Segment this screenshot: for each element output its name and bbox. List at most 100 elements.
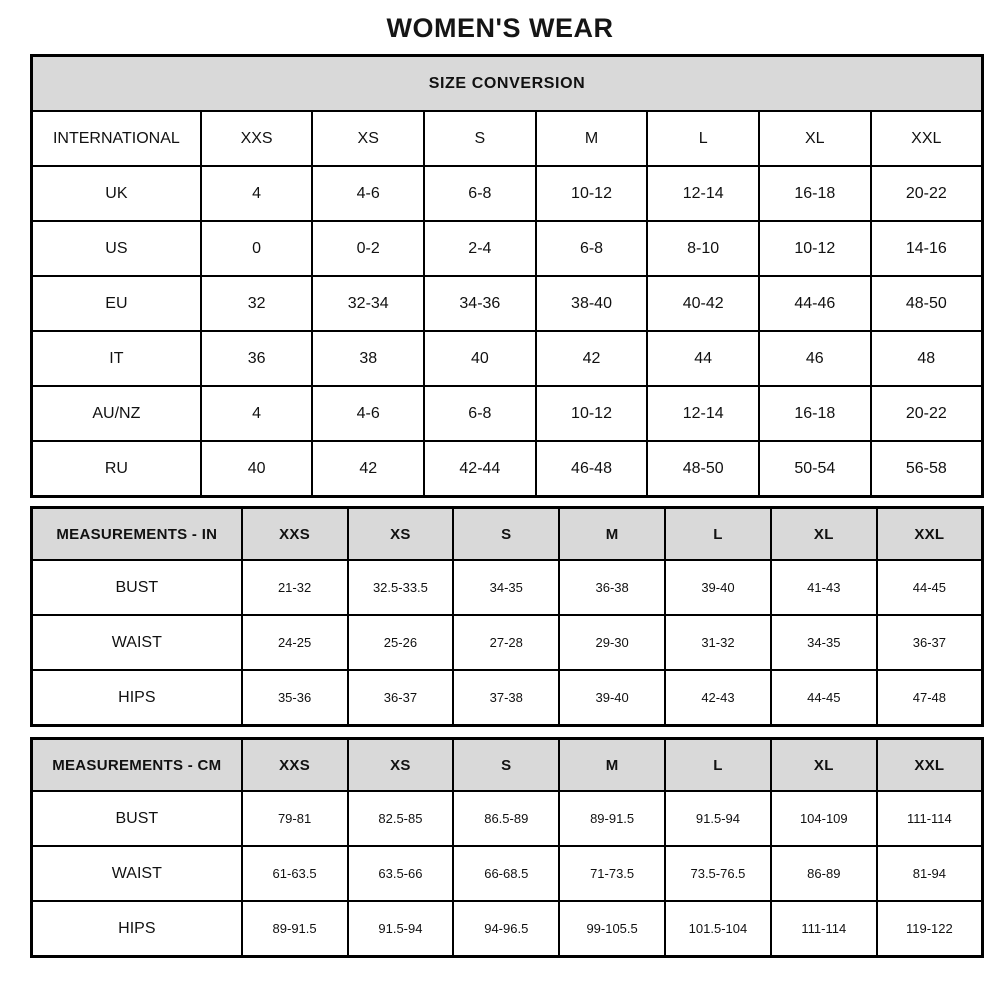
row-label: BUST	[30, 790, 243, 847]
value-cell: 44-45	[769, 669, 878, 727]
table-caption-row: SIZE CONVERSION	[30, 54, 984, 112]
size-column-header: L	[664, 737, 772, 792]
value-cell: 50-54	[757, 440, 872, 498]
page-title: WOMEN'S WEAR	[386, 13, 614, 43]
value-cell: 34-35	[452, 559, 561, 616]
table-row: HIPS 89-91.5 91.5-94 94-96.5 99-105.5 101.5-1…	[30, 900, 984, 958]
table-row: BUST 79-81 82.5-85 86.5-89 89-91.5 91.5-94 104…	[30, 790, 984, 847]
value-cell: 35-36	[240, 669, 349, 727]
header-label: MEASUREMENTS - IN	[30, 506, 243, 561]
value-cell: 89-91.5	[558, 790, 667, 847]
measurements-in-table: MEASUREMENTS - IN XXS XS S M L XL XXL BUST 21-32 3…	[30, 506, 984, 727]
value-cell: 104-109	[769, 790, 878, 847]
value-cell: 81-94	[875, 845, 984, 902]
header-label: MEASUREMENTS - CM	[30, 737, 243, 792]
value-cell: 119-122	[875, 900, 984, 958]
value-cell: 48-50	[869, 275, 984, 332]
value-cell: 4-6	[311, 165, 426, 222]
table-row: HIPS 35-36 36-37 37-38 39-40 42-43 44-45 47-48	[30, 669, 984, 727]
value-cell: 82.5-85	[346, 790, 455, 847]
value-cell: 32	[199, 275, 314, 332]
value-cell: 6-8	[423, 165, 537, 222]
row-label: IT	[30, 330, 202, 387]
value-cell: 4-6	[311, 385, 426, 442]
size-column-header: XS	[346, 506, 455, 561]
size-column-header: S	[423, 110, 537, 167]
value-cell: 6-8	[423, 385, 537, 442]
value-cell: 111-114	[769, 900, 878, 958]
row-label: EU	[30, 275, 202, 332]
table-row: IT 36 38 40 42 44 46 48	[30, 330, 984, 387]
value-cell: 25-26	[346, 614, 455, 671]
table-row: AU/NZ 4 4-6 6-8 10-12 12-14 16-18 20-22	[30, 385, 984, 442]
row-label: HIPS	[30, 900, 243, 958]
size-column-header: XL	[769, 506, 878, 561]
table-row: US 0 0-2 2-4 6-8 8-10 10-12 14-16	[30, 220, 984, 277]
value-cell: 63.5-66	[346, 845, 455, 902]
value-cell: 16-18	[757, 165, 872, 222]
row-label: AU/NZ	[30, 385, 202, 442]
value-cell: 34-36	[423, 275, 537, 332]
value-cell: 79-81	[240, 790, 349, 847]
value-cell: 41-43	[769, 559, 878, 616]
size-column-header: XXS	[240, 737, 349, 792]
value-cell: 38	[311, 330, 426, 387]
value-cell: 40-42	[646, 275, 760, 332]
value-cell: 71-73.5	[558, 845, 667, 902]
value-cell: 42	[311, 440, 426, 498]
size-column-header: L	[664, 506, 772, 561]
value-cell: 46	[757, 330, 872, 387]
row-label: WAIST	[30, 845, 243, 902]
row-label: HIPS	[30, 669, 243, 727]
value-cell: 46-48	[534, 440, 649, 498]
value-cell: 8-10	[646, 220, 760, 277]
size-column-header: XXL	[875, 506, 984, 561]
value-cell: 47-48	[875, 669, 984, 727]
size-column-header: XL	[757, 110, 872, 167]
value-cell: 21-32	[240, 559, 349, 616]
size-conversion-table: SIZE CONVERSION INTERNATIONAL XXS XS S M L XL X…	[30, 54, 984, 498]
value-cell: 48-50	[646, 440, 760, 498]
size-column-header: M	[558, 737, 667, 792]
table-row: WAIST 61-63.5 63.5-66 66-68.5 71-73.5 73.5-76…	[30, 845, 984, 902]
size-column-header: XXL	[869, 110, 984, 167]
value-cell: 39-40	[558, 669, 667, 727]
value-cell: 32.5-33.5	[346, 559, 455, 616]
size-column-header: S	[452, 737, 561, 792]
value-cell: 94-96.5	[452, 900, 561, 958]
size-column-header: M	[558, 506, 667, 561]
table-row: BUST 21-32 32.5-33.5 34-35 36-38 39-40 41-43 44…	[30, 559, 984, 616]
value-cell: 40	[423, 330, 537, 387]
value-cell: 10-12	[534, 165, 649, 222]
value-cell: 31-32	[664, 614, 772, 671]
size-column-header: S	[452, 506, 561, 561]
value-cell: 38-40	[534, 275, 649, 332]
size-column-header: XXS	[199, 110, 314, 167]
size-column-header: M	[534, 110, 649, 167]
value-cell: 4	[199, 385, 314, 442]
value-cell: 36-37	[346, 669, 455, 727]
value-cell: 29-30	[558, 614, 667, 671]
value-cell: 101.5-104	[664, 900, 772, 958]
value-cell: 40	[199, 440, 314, 498]
value-cell: 2-4	[423, 220, 537, 277]
header-row: MEASUREMENTS - CM XXS XS S M L XL XXL	[30, 737, 984, 792]
value-cell: 12-14	[646, 385, 760, 442]
value-cell: 10-12	[534, 385, 649, 442]
size-column-header: XXL	[875, 737, 984, 792]
row-label: RU	[30, 440, 202, 498]
header-row: MEASUREMENTS - IN XXS XS S M L XL XXL	[30, 506, 984, 561]
value-cell: 14-16	[869, 220, 984, 277]
value-cell: 48	[869, 330, 984, 387]
value-cell: 73.5-76.5	[664, 845, 772, 902]
value-cell: 91.5-94	[664, 790, 772, 847]
value-cell: 61-63.5	[240, 845, 349, 902]
value-cell: 6-8	[534, 220, 649, 277]
row-label: US	[30, 220, 202, 277]
value-cell: 4	[199, 165, 314, 222]
value-cell: 99-105.5	[558, 900, 667, 958]
row-label: UK	[30, 165, 202, 222]
value-cell: 20-22	[869, 165, 984, 222]
value-cell: 56-58	[869, 440, 984, 498]
size-column-header: XXS	[240, 506, 349, 561]
